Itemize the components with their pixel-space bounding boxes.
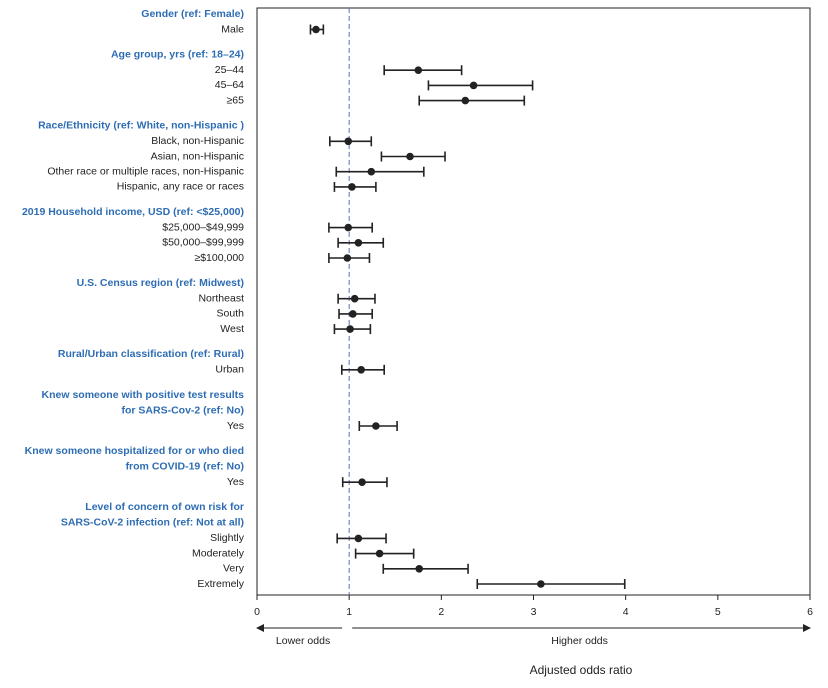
estimate-point [415,565,424,573]
estimate-point [349,310,357,318]
row-label: South [217,308,245,320]
row-label: $25,000–$49,999 [162,221,244,233]
group-header: Gender (ref: Female) [141,8,244,20]
estimate-point [354,239,363,247]
estimate-point [343,254,352,262]
x-tick-label: 5 [715,606,721,618]
group-header: from COVID-19 (ref: No) [126,460,244,472]
x-tick-label: 1 [346,606,352,618]
row-label: ≥$100,000 [194,252,244,264]
estimate-point [357,366,365,374]
row-label: Very [223,563,245,575]
row-label: Moderately [192,547,245,559]
row-label: Extremely [197,578,244,590]
estimate-point [537,580,545,588]
row-label: 45–64 [215,79,244,91]
row-label: Northeast [198,292,244,304]
x-tick-label: 0 [254,606,260,618]
x-tick-label: 6 [807,606,813,618]
estimate-point [344,137,353,146]
row-label: $50,000–$99,999 [162,237,244,249]
estimate-point [344,223,353,232]
estimate-point [375,549,384,558]
estimate-point [346,325,354,333]
group-header: Knew someone hospitalized for or who die… [25,445,244,457]
row-label: Yes [227,420,244,432]
group-header: Race/Ethnicity (ref: White, non-Hispanic… [38,120,244,132]
x-tick-label: 2 [438,606,444,618]
group-header: Rural/Urban classification (ref: Rural) [58,348,244,360]
plot-frame [256,7,811,596]
estimate-point [358,478,366,487]
estimate-point [354,534,363,543]
estimate-point [406,152,414,161]
group-header: SARS-CoV-2 infection (ref: Not at all) [61,517,244,529]
x-tick-label: 3 [531,606,537,618]
row-label: Black, non-Hispanic [151,135,244,147]
estimate-point [469,81,478,90]
estimate-point [312,25,320,34]
group-header: for SARS-Cov-2 (ref: No) [122,404,245,416]
row-label: Other race or multiple races, non-Hispan… [47,165,244,177]
group-header: Age group, yrs (ref: 18–24) [111,48,244,60]
group-header: 2019 Household income, USD (ref: <$25,00… [22,206,244,218]
row-label: ≥65 [227,94,245,106]
estimate-point [350,294,359,303]
estimate-point [414,66,423,74]
row-label: Slightly [210,532,245,544]
estimate-point [367,167,376,176]
row-label: West [220,323,244,335]
group-header: Knew someone with positive test results [42,389,245,401]
estimate-point [461,96,470,105]
row-label: Urban [215,364,244,376]
row-label: Asian, non-Hispanic [151,150,244,162]
lower-label: Lower odds [276,635,330,647]
group-header: U.S. Census region (ref: Midwest) [77,277,244,289]
row-label: Male [221,23,244,35]
estimate-point [372,422,380,430]
x-axis-label: Adjusted odds ratio [530,663,633,677]
row-label: Hispanic, any race or races [117,181,244,193]
x-tick-label: 4 [623,606,629,618]
estimate-point [348,183,356,191]
higher-label: Higher odds [551,635,608,647]
group-header: Level of concern of own risk for [85,501,244,513]
row-label: Yes [227,476,244,488]
row-label: 25–44 [215,64,244,76]
